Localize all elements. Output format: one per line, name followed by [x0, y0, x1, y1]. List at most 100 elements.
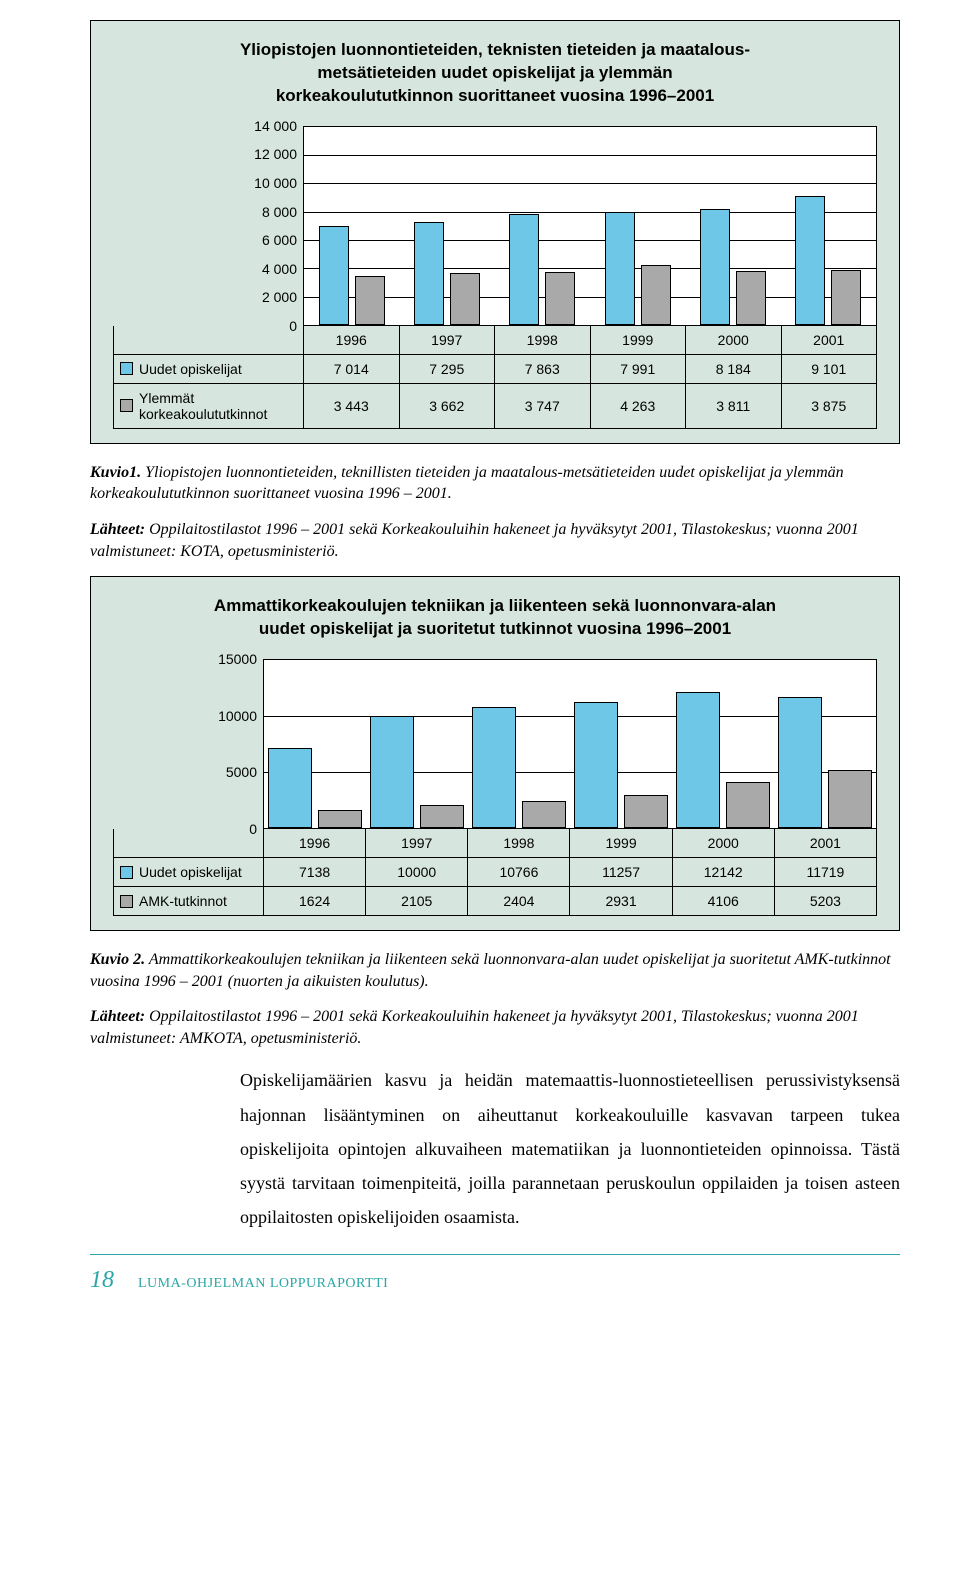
- sources-text: Oppilaitostilastot 1996 – 2001 sekä Kork…: [90, 1008, 859, 1047]
- plot-area: [303, 126, 877, 326]
- table-cell: 5203: [775, 887, 877, 916]
- bar: [545, 272, 575, 325]
- bar: [795, 196, 825, 325]
- table-cell: 2404: [468, 887, 570, 916]
- sources-label: Lähteet:: [90, 1008, 145, 1025]
- table-col-header: 1996: [304, 326, 400, 355]
- table-cell: 3 747: [495, 384, 591, 429]
- table-cell: 7138: [264, 858, 366, 887]
- bar-group: [685, 127, 780, 325]
- bar: [676, 692, 720, 828]
- bar: [736, 271, 766, 325]
- table-col-header: 1998: [468, 829, 570, 858]
- bar: [831, 270, 861, 325]
- bar-group: [468, 660, 570, 828]
- legend-swatch: [120, 895, 133, 908]
- table-cell: 8 184: [686, 355, 782, 384]
- bar-group: [264, 660, 366, 828]
- bar: [420, 805, 464, 829]
- legend-swatch: [120, 362, 133, 375]
- table-col-header: 2000: [673, 829, 775, 858]
- data-table: 199619971998199920002001 Uudet opiskelija…: [113, 326, 877, 429]
- bar-group: [672, 660, 774, 828]
- legend-swatch: [120, 399, 133, 412]
- bar-group: [570, 660, 672, 828]
- y-tick-label: 12 000: [254, 146, 297, 162]
- table-cell: 7 863: [495, 355, 591, 384]
- bar: [509, 214, 539, 325]
- figure-caption-1: Kuvio1. Yliopistojen luonnontieteiden, t…: [90, 462, 900, 505]
- table-cell: 3 443: [304, 384, 400, 429]
- bar-group: [495, 127, 590, 325]
- bar: [319, 226, 349, 325]
- page-footer: 18 LUMA-OHJELMAN LOPPURAPORTTI: [90, 1254, 900, 1294]
- table-cell: 1624: [264, 887, 366, 916]
- bar: [828, 770, 872, 828]
- table-cell: 7 014: [304, 355, 400, 384]
- table-cell: 3 875: [782, 384, 878, 429]
- chart-title: Yliopistojen luonnontieteiden, teknisten…: [113, 39, 877, 108]
- table-row-label: AMK-tutkinnot: [114, 887, 264, 916]
- table-cell: 4 263: [591, 384, 687, 429]
- bar: [472, 707, 516, 828]
- table-col-header: 1996: [264, 829, 366, 858]
- y-tick-label: 6 000: [262, 232, 297, 248]
- sources-label: Lähteet:: [90, 521, 145, 538]
- table-cell: 2931: [570, 887, 672, 916]
- table-col-header: 1998: [495, 326, 591, 355]
- y-tick-label: 0: [249, 821, 257, 837]
- figure-sources-1: Lähteet: Oppilaitostilastot 1996 – 2001 …: [90, 519, 900, 562]
- table-col-header: 2000: [686, 326, 782, 355]
- y-tick-label: 10000: [218, 708, 257, 724]
- table-col-header: 1999: [591, 326, 687, 355]
- caption-text: Ammattikorkeakoulujen tekniikan ja liike…: [90, 951, 891, 990]
- chart-title: Ammattikorkeakoulujen tekniikan ja liike…: [113, 595, 877, 641]
- table-cell: 2105: [366, 887, 468, 916]
- table-cell: 3 662: [400, 384, 496, 429]
- bars-row: [304, 127, 876, 325]
- y-tick-label: 2 000: [262, 289, 297, 305]
- bar: [624, 795, 668, 828]
- bar: [414, 222, 444, 325]
- caption-label: Kuvio 2.: [90, 951, 145, 968]
- bar: [450, 273, 480, 325]
- table-cell: 9 101: [782, 355, 878, 384]
- y-tick-label: 4 000: [262, 261, 297, 277]
- table-cell: 7 991: [591, 355, 687, 384]
- bars-row: [264, 660, 876, 828]
- bar: [778, 697, 822, 828]
- table-row-label: Uudet opiskelijat: [114, 858, 264, 887]
- bar-group: [304, 127, 399, 325]
- table-cell: 10766: [468, 858, 570, 887]
- y-tick-label: 15000: [218, 651, 257, 667]
- table-row-label: Uudet opiskelijat: [114, 355, 304, 384]
- figure-caption-2: Kuvio 2. Ammattikorkeakoulujen tekniikan…: [90, 949, 900, 992]
- table-cell: 12142: [673, 858, 775, 887]
- table-cell: 7 295: [400, 355, 496, 384]
- table-cell: 10000: [366, 858, 468, 887]
- y-tick-label: 0: [289, 318, 297, 334]
- bar: [522, 801, 566, 828]
- table-col-header: 2001: [782, 326, 878, 355]
- doc-title: LUMA-OHJELMAN LOPPURAPORTTI: [138, 1276, 388, 1292]
- table-col-header: 1997: [366, 829, 468, 858]
- bar: [318, 810, 362, 828]
- caption-text: Yliopistojen luonnontieteiden, teknillis…: [90, 464, 844, 503]
- table-corner: [114, 829, 264, 858]
- body-paragraph: Opiskelijamäärien kasvu ja heidän matema…: [90, 1063, 900, 1234]
- table-col-header: 1997: [400, 326, 496, 355]
- page-number: 18: [90, 1267, 114, 1294]
- legend-swatch: [120, 866, 133, 879]
- bar: [370, 716, 414, 828]
- caption-label: Kuvio1.: [90, 464, 141, 481]
- bar: [574, 702, 618, 828]
- bar-group: [774, 660, 876, 828]
- bar: [641, 265, 671, 325]
- bar-group: [781, 127, 876, 325]
- y-tick-label: 14 000: [254, 118, 297, 134]
- y-tick-label: 10 000: [254, 175, 297, 191]
- y-axis-labels: 14 00012 00010 0008 0006 0004 0002 0000: [243, 126, 303, 326]
- table-col-header: 1999: [570, 829, 672, 858]
- sources-text: Oppilaitostilastot 1996 – 2001 sekä Kork…: [90, 521, 859, 560]
- y-axis-spacer: 14 00012 00010 0008 0006 0004 0002 0000: [113, 126, 303, 326]
